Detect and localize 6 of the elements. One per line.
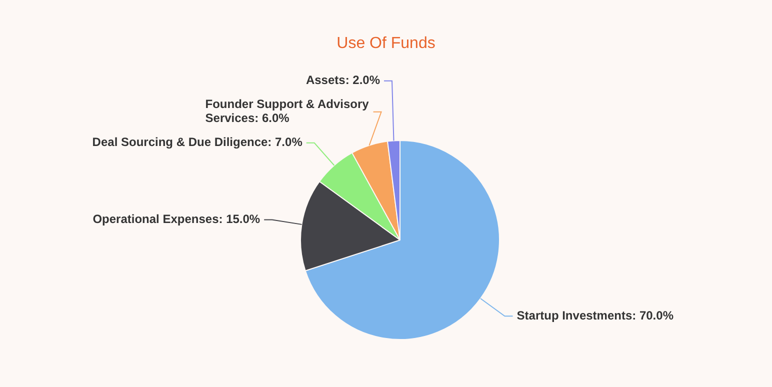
slice-label: Founder Support & Advisory Services: 6.0% [205,97,370,126]
slice-label: Deal Sourcing & Due Diligence: 7.0% [92,135,303,150]
slice-label: Startup Investments: 70.0% [516,308,674,322]
slice-label: Assets: 2.0% [306,73,380,88]
chart-title: Use Of Funds [336,35,436,53]
slice-label: Operational Expenses: 15.0% [92,212,260,226]
